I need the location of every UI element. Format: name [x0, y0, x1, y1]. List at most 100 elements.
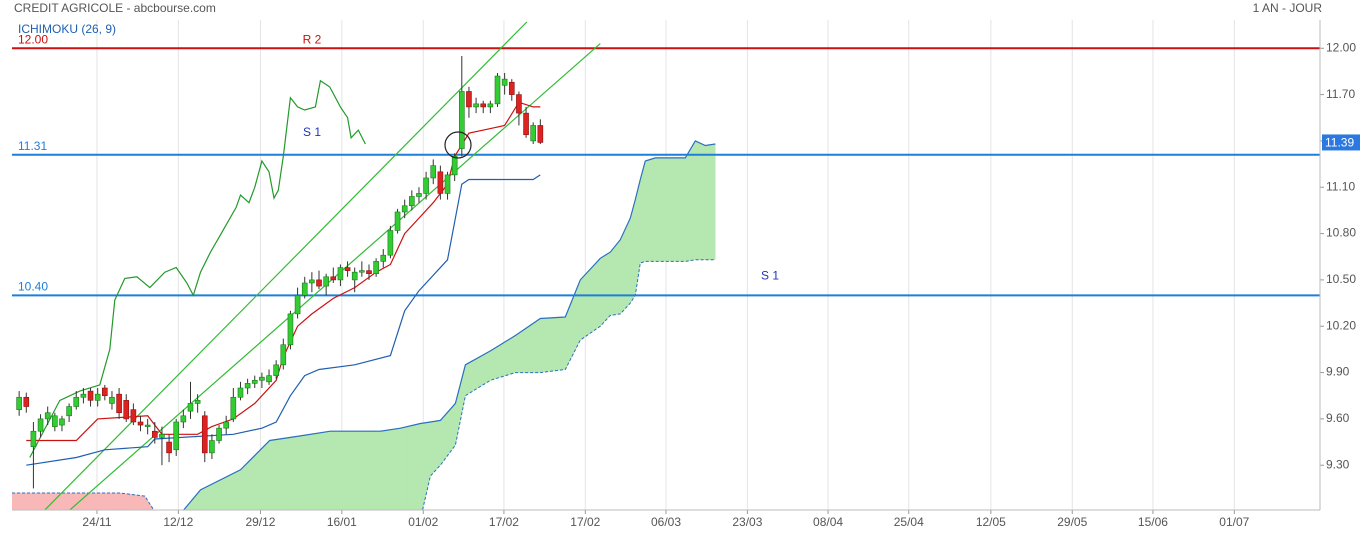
last-price-badge	[1322, 134, 1360, 151]
senkou-span-b	[12, 259, 716, 510]
candle-body	[209, 440, 215, 454]
cloud-fill	[600, 251, 611, 327]
candle-body	[316, 279, 322, 287]
candle-body	[116, 393, 122, 414]
candle-body	[59, 418, 65, 426]
x-tick-label: 15/06	[1138, 515, 1168, 529]
candle-body	[251, 379, 258, 384]
cloud-fill	[540, 316, 566, 373]
senkou-span-a	[182, 140, 716, 510]
chikou-line	[29, 79, 366, 458]
candle-body	[102, 387, 108, 397]
level-name: S 1	[303, 125, 321, 139]
candle-body	[37, 418, 44, 432]
y-tick-label: 10.80	[1326, 226, 1356, 240]
level-name: R 2	[303, 32, 322, 46]
candle-body	[466, 91, 472, 108]
y-tick-label: 10.50	[1326, 272, 1356, 286]
y-tick-label: 10.20	[1326, 318, 1356, 332]
y-tick-label: 9.60	[1326, 411, 1350, 425]
y-tick-label: 11.70	[1326, 87, 1355, 101]
cloud-fill	[655, 157, 686, 262]
candle-body	[144, 424, 151, 427]
kijun-line	[26, 174, 541, 466]
candle-body	[273, 364, 279, 376]
level-name: S 1	[761, 269, 779, 283]
candle-body	[351, 271, 358, 281]
candle-body	[52, 415, 58, 427]
candle-body	[330, 276, 337, 281]
candle-body	[223, 421, 229, 429]
candle-body	[516, 94, 522, 114]
x-tick-label: 17/02	[489, 515, 519, 529]
candle-body	[266, 375, 272, 383]
candle-body	[137, 421, 144, 426]
candle-body	[323, 276, 329, 287]
candle-body	[437, 171, 444, 194]
candle-body	[237, 387, 244, 398]
cloud-fill	[645, 157, 656, 262]
candle-body	[394, 211, 401, 231]
candle-body	[173, 421, 180, 451]
candle-body	[187, 403, 194, 412]
x-tick-label: 25/04	[894, 515, 924, 529]
candle-body	[23, 396, 30, 407]
axes: 24/11 12/12 29/12 16/01 01/02 17/02 17/02 06/03…	[12, 20, 1360, 529]
candle-body	[451, 156, 458, 176]
x-tick-label: 29/12	[245, 515, 275, 529]
cloud-fill	[705, 143, 716, 261]
candle-body	[159, 434, 165, 438]
x-tick-label: 08/04	[813, 515, 843, 529]
candle-body	[537, 125, 544, 143]
candle-body	[459, 91, 465, 149]
candle-body	[16, 396, 22, 410]
candle-body	[44, 412, 51, 420]
candle-body	[151, 430, 158, 438]
candle-body	[409, 196, 415, 207]
candle-body	[87, 390, 94, 401]
candle-body	[130, 409, 137, 423]
candle-body	[280, 344, 287, 366]
candle-body	[94, 393, 101, 401]
candle-body	[444, 174, 451, 194]
candle-body	[337, 267, 344, 281]
y-tick-label: 11.10	[1326, 179, 1355, 193]
candle-body	[30, 430, 37, 447]
candle-body	[309, 279, 315, 284]
candle-body	[430, 165, 437, 179]
candle-body	[123, 400, 130, 420]
y-tick-label: 12.00	[1326, 40, 1356, 54]
x-tick-label: 16/01	[327, 515, 357, 529]
candle-body	[487, 103, 494, 108]
candle-body	[344, 267, 351, 271]
candle-body	[73, 396, 80, 407]
candle-body	[301, 282, 308, 296]
level-label: 12.00	[18, 32, 48, 46]
candle-body	[216, 427, 222, 441]
candle-body	[416, 193, 422, 197]
candle-body	[423, 177, 429, 194]
candle-body	[530, 125, 537, 142]
candle-body	[373, 261, 379, 275]
plot-area	[12, 21, 1320, 510]
highlight-circle	[444, 131, 472, 159]
x-tick-label: 24/11	[82, 515, 111, 529]
candle-body	[66, 406, 72, 417]
candle-body	[401, 205, 408, 213]
candle-body	[166, 441, 172, 454]
tenkan-line	[26, 101, 541, 442]
trendline	[44, 21, 528, 510]
candle-body	[523, 112, 529, 136]
last-price-label: 11.39	[1325, 136, 1354, 150]
candle-body	[180, 415, 187, 423]
y-tick-label: 9.30	[1326, 457, 1350, 471]
cloud-fill	[685, 139, 696, 262]
candle-body	[259, 376, 265, 381]
candle-body	[380, 254, 387, 262]
x-tick-label: 01/07	[1219, 515, 1249, 529]
x-tick-label: 06/03	[651, 515, 681, 529]
period: 1 AN - JOUR	[1253, 1, 1323, 15]
candle-body	[194, 400, 201, 404]
x-tick-label: 01/02	[408, 515, 438, 529]
